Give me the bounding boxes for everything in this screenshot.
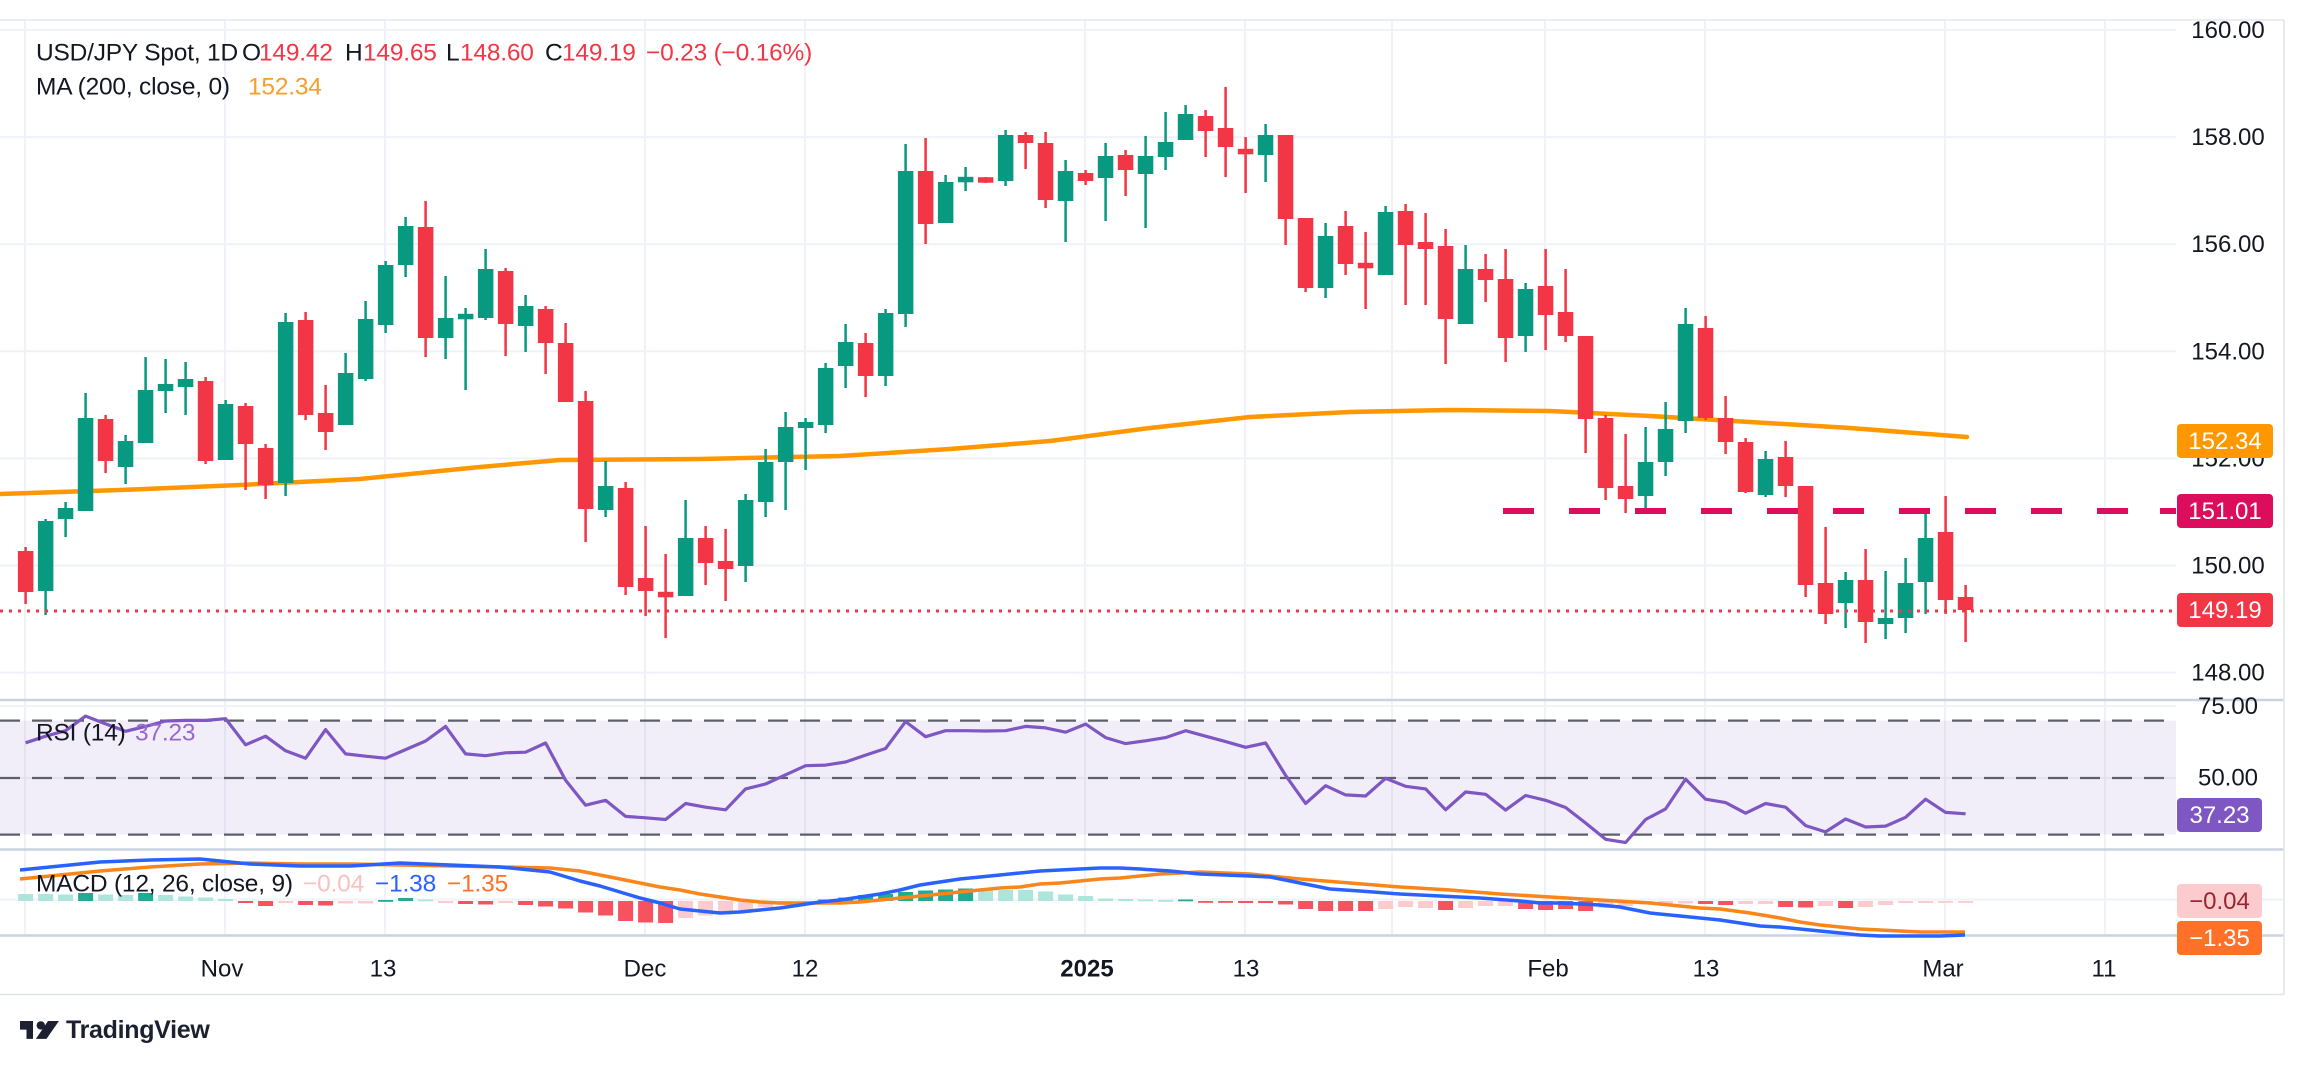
svg-text:−0.04: −0.04: [303, 871, 364, 898]
svg-text:2025: 2025: [1060, 956, 1113, 983]
svg-text:158.00: 158.00: [2191, 124, 2264, 151]
svg-text:37.23: 37.23: [2189, 802, 2249, 829]
svg-text:149.19: 149.19: [562, 40, 636, 67]
svg-text:−1.35: −1.35: [447, 871, 508, 898]
svg-text:149.65: 149.65: [363, 40, 437, 67]
svg-text:L: L: [446, 40, 459, 67]
svg-text:150.00: 150.00: [2191, 553, 2264, 580]
svg-text:MA (200, close, 0): MA (200, close, 0): [36, 74, 230, 101]
svg-text:149.42: 149.42: [259, 40, 333, 67]
svg-text:C: C: [545, 40, 563, 67]
svg-text:13: 13: [1693, 956, 1720, 983]
svg-text:149.19: 149.19: [2188, 597, 2261, 624]
svg-text:RSI (14): RSI (14): [36, 720, 126, 747]
svg-text:TradingView: TradingView: [66, 1016, 210, 1044]
svg-text:Feb: Feb: [1527, 956, 1568, 983]
svg-text:152.34: 152.34: [248, 74, 322, 101]
svg-text:156.00: 156.00: [2191, 231, 2264, 258]
svg-text:Mar: Mar: [1922, 956, 1963, 983]
svg-text:160.00: 160.00: [2191, 17, 2264, 44]
svg-text:13: 13: [1233, 956, 1260, 983]
svg-text:−0.04: −0.04: [2189, 888, 2250, 915]
svg-text:Dec: Dec: [624, 956, 667, 983]
svg-text:H: H: [345, 40, 363, 67]
svg-text:MACD (12, 26, close, 9): MACD (12, 26, close, 9): [36, 871, 293, 898]
svg-text:O: O: [242, 40, 261, 67]
svg-text:−0.23 (−0.16%): −0.23 (−0.16%): [646, 40, 812, 67]
svg-text:154.00: 154.00: [2191, 338, 2264, 365]
svg-text:USD/JPY Spot, 1D: USD/JPY Spot, 1D: [36, 40, 238, 67]
svg-text:148.60: 148.60: [460, 40, 534, 67]
svg-text:50.00: 50.00: [2198, 765, 2258, 792]
svg-text:75.00: 75.00: [2198, 693, 2258, 720]
svg-text:11: 11: [2092, 956, 2117, 983]
svg-text:37.23: 37.23: [135, 720, 195, 747]
svg-text:12: 12: [792, 956, 819, 983]
svg-text:152.34: 152.34: [2188, 428, 2261, 455]
svg-text:13: 13: [370, 956, 397, 983]
svg-text:Nov: Nov: [201, 956, 244, 983]
svg-text:−1.35: −1.35: [2189, 925, 2250, 952]
svg-text:−1.38: −1.38: [375, 871, 436, 898]
svg-text:148.00: 148.00: [2191, 660, 2264, 687]
svg-text:151.01: 151.01: [2188, 498, 2261, 525]
